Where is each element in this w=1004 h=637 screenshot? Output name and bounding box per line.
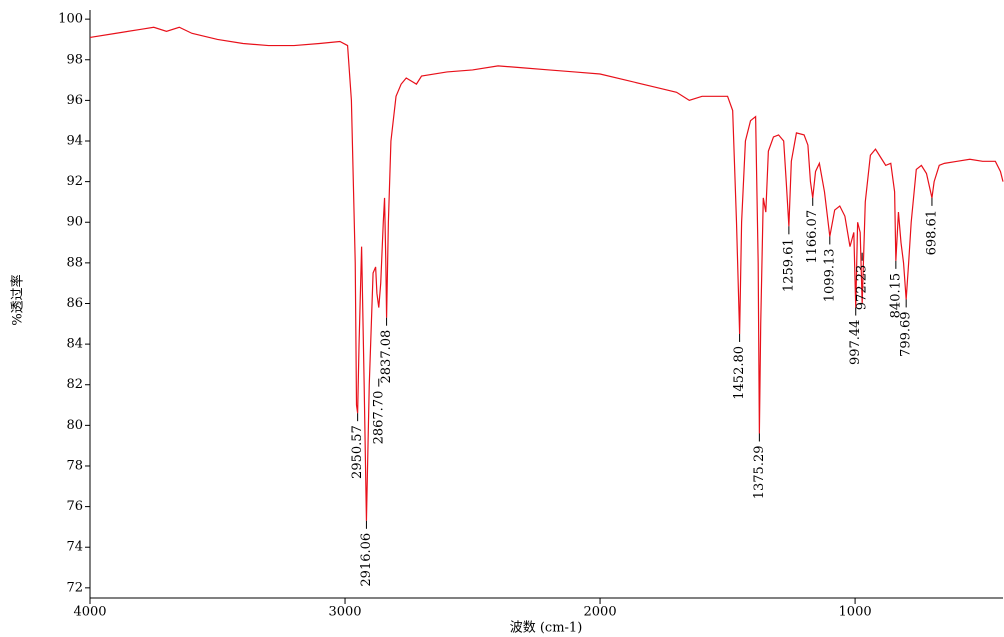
y-tick-label: 72 xyxy=(66,580,83,595)
x-tick-label: 4000 xyxy=(73,605,106,620)
y-tick-label: 92 xyxy=(66,174,83,189)
peak-label: 972.23 xyxy=(855,265,870,311)
peak-label: 997.44 xyxy=(848,320,863,366)
y-axis-label: %透过率 xyxy=(10,274,26,325)
x-tick-label: 1000 xyxy=(839,605,872,620)
peak-label: 2916.06 xyxy=(359,533,374,587)
peak-label: 1259.61 xyxy=(781,238,796,292)
y-tick-label: 94 xyxy=(66,134,83,149)
y-tick-label: 98 xyxy=(66,52,83,67)
peak-label: 1375.29 xyxy=(752,445,767,499)
peak-label: 1166.07 xyxy=(805,210,820,264)
x-tick-label: 3000 xyxy=(328,605,361,620)
x-tick-label: 2000 xyxy=(584,605,617,620)
peak-label: 1452.80 xyxy=(732,346,747,400)
peak-label: 698.61 xyxy=(924,210,939,256)
y-tick-label: 82 xyxy=(66,377,83,392)
y-tick-label: 84 xyxy=(66,337,83,352)
y-tick-label: 76 xyxy=(66,499,83,514)
peak-label: 840.15 xyxy=(888,273,903,319)
peak-label: 2837.08 xyxy=(379,330,394,384)
peak-label: 2950.57 xyxy=(350,425,365,479)
spectrum-line xyxy=(89,26,1004,521)
y-tick-label: 90 xyxy=(66,215,83,230)
y-tick-label: 78 xyxy=(66,458,83,473)
y-tick-label: 86 xyxy=(66,296,83,311)
x-axis-label: 波数 (cm-1) xyxy=(510,621,583,636)
peak-label: 2867.70 xyxy=(371,391,386,445)
y-tick-label: 88 xyxy=(66,255,83,270)
y-tick-label: 100 xyxy=(58,12,83,27)
y-tick-label: 96 xyxy=(66,93,83,108)
peak-label: 799.69 xyxy=(899,311,914,357)
y-tick-label: 74 xyxy=(66,540,83,555)
y-tick-label: 80 xyxy=(66,418,83,433)
peak-label: 1099.13 xyxy=(822,248,837,302)
